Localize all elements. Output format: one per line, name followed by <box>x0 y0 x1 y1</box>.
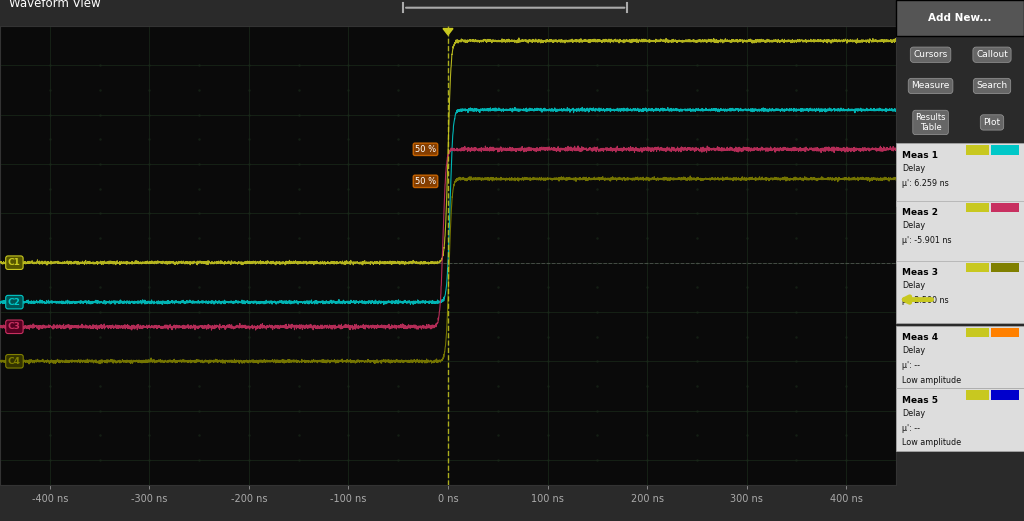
Text: Delay: Delay <box>902 281 926 290</box>
Text: Delay: Delay <box>902 346 926 355</box>
Text: μ': --: μ': -- <box>902 361 921 370</box>
FancyBboxPatch shape <box>991 145 1019 155</box>
Text: Meas 2: Meas 2 <box>902 208 938 217</box>
FancyBboxPatch shape <box>896 326 1024 388</box>
FancyBboxPatch shape <box>896 143 1024 206</box>
Text: Meas 3: Meas 3 <box>902 268 938 277</box>
Text: Results
Table: Results Table <box>915 113 946 132</box>
Text: Callout: Callout <box>976 50 1008 59</box>
FancyBboxPatch shape <box>967 263 989 272</box>
Text: C1: C1 <box>8 258 20 267</box>
Text: μ': 6.259 ns: μ': 6.259 ns <box>902 179 949 188</box>
FancyBboxPatch shape <box>991 390 1019 400</box>
Text: Delay: Delay <box>902 409 926 418</box>
Text: Delay: Delay <box>902 164 926 173</box>
Text: Low amplitude: Low amplitude <box>902 376 962 384</box>
Text: C2: C2 <box>8 297 20 307</box>
Text: Meas 4: Meas 4 <box>902 333 939 342</box>
Text: Delay: Delay <box>902 221 926 230</box>
FancyBboxPatch shape <box>991 203 1019 212</box>
Text: Cursors: Cursors <box>913 50 947 59</box>
Text: Measure: Measure <box>911 81 949 91</box>
Text: μ': --: μ': -- <box>902 424 921 432</box>
FancyBboxPatch shape <box>991 328 1019 337</box>
FancyBboxPatch shape <box>896 260 1024 323</box>
Text: Waveform View: Waveform View <box>9 0 100 10</box>
Text: A: A <box>927 154 935 164</box>
FancyBboxPatch shape <box>967 203 989 212</box>
FancyBboxPatch shape <box>991 263 1019 272</box>
Text: μ': -5.901 ns: μ': -5.901 ns <box>902 236 952 245</box>
Text: Add New...: Add New... <box>928 13 992 23</box>
Text: μ': 2.500 ns: μ': 2.500 ns <box>902 296 949 305</box>
FancyBboxPatch shape <box>896 201 1024 263</box>
FancyBboxPatch shape <box>896 0 1024 36</box>
Text: Meas 1: Meas 1 <box>902 151 938 160</box>
Polygon shape <box>443 29 453 35</box>
Text: Plot: Plot <box>983 118 1000 127</box>
FancyBboxPatch shape <box>967 390 989 400</box>
Text: More....: More.... <box>976 154 1008 164</box>
Text: Meas 5: Meas 5 <box>902 396 938 405</box>
Text: Search: Search <box>977 81 1008 91</box>
Text: 50 %: 50 % <box>415 145 436 154</box>
FancyBboxPatch shape <box>967 328 989 337</box>
Text: C4: C4 <box>8 357 20 366</box>
FancyBboxPatch shape <box>967 145 989 155</box>
FancyBboxPatch shape <box>896 388 1024 451</box>
Text: Low amplitude: Low amplitude <box>902 438 962 447</box>
Text: C3: C3 <box>8 322 20 331</box>
Text: 50 %: 50 % <box>415 177 436 186</box>
